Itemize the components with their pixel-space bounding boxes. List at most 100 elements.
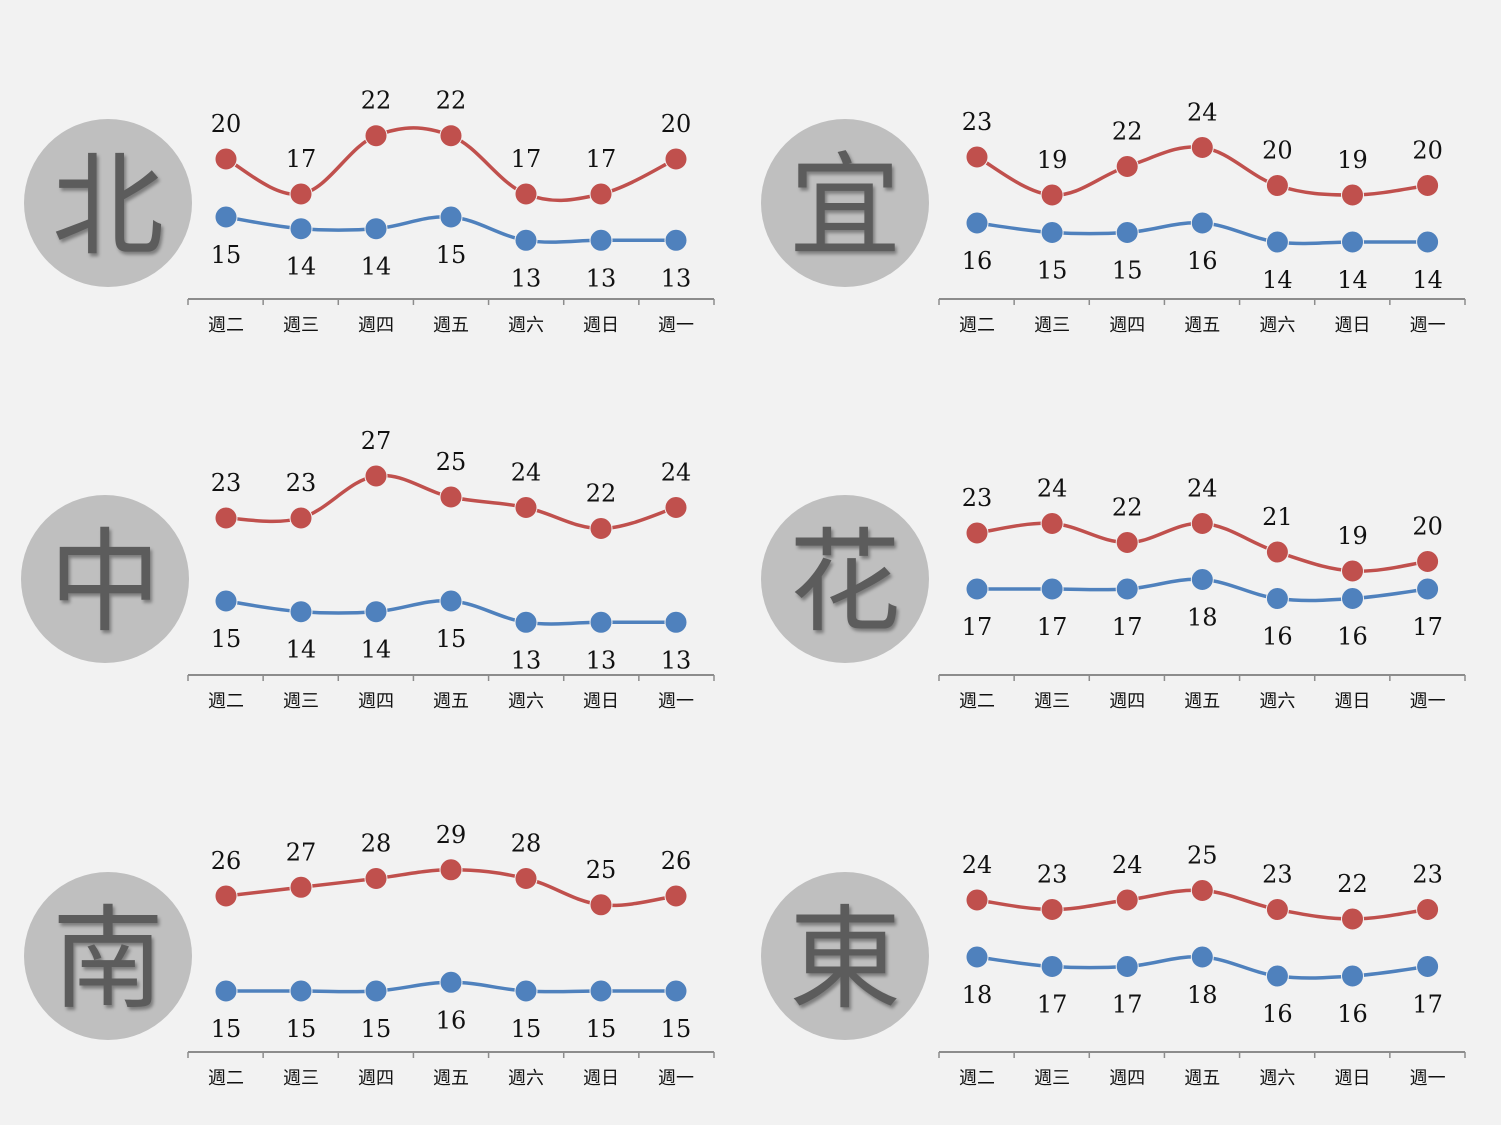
data-point xyxy=(1341,587,1364,610)
x-tick-label: 週三 xyxy=(1034,315,1070,336)
region-badge-label: 中 xyxy=(49,518,161,648)
data-point xyxy=(1115,155,1139,178)
data-label: 15 xyxy=(211,625,242,653)
data-point xyxy=(589,228,613,252)
x-tick-label: 週四 xyxy=(358,1068,394,1089)
data-point xyxy=(289,217,313,241)
data-label: 25 xyxy=(436,448,467,476)
x-tick-label: 週二 xyxy=(959,315,995,336)
data-point xyxy=(1341,230,1364,254)
data-point xyxy=(664,979,688,1003)
data-label: 16 xyxy=(436,1006,467,1034)
data-label: 15 xyxy=(436,625,467,653)
data-label: 24 xyxy=(661,459,692,487)
data-point xyxy=(1416,230,1440,254)
data-label: 23 xyxy=(1262,861,1293,889)
x-tick-label: 週五 xyxy=(1184,691,1220,712)
region-badge: 花 xyxy=(761,495,929,663)
data-label: 22 xyxy=(1112,494,1143,522)
chart-panel-yilan: 宜 週二 週三 週四 週五 週六 週日 週一 23 19 22 24 20 19 20 16 15 15 16 14… xyxy=(750,0,1500,375)
data-label: 15 xyxy=(211,241,242,269)
data-point xyxy=(214,589,238,613)
data-point xyxy=(1115,577,1139,601)
x-tick-label: 週五 xyxy=(433,691,469,712)
data-label: 15 xyxy=(1037,257,1068,285)
data-point xyxy=(664,147,688,171)
data-label: 17 xyxy=(586,145,617,173)
data-point xyxy=(214,147,238,171)
data-point xyxy=(214,205,238,229)
data-label: 19 xyxy=(1037,146,1068,174)
data-label: 20 xyxy=(1262,137,1293,165)
x-tick-label: 週四 xyxy=(1109,691,1145,712)
data-label: 16 xyxy=(1262,1000,1293,1028)
data-point xyxy=(1115,955,1139,978)
data-point xyxy=(1416,550,1440,573)
data-point xyxy=(1416,577,1440,601)
x-tick-label: 週四 xyxy=(1109,1068,1145,1089)
data-label: 13 xyxy=(511,646,542,674)
data-label: 23 xyxy=(1037,861,1068,889)
data-point xyxy=(364,867,388,890)
data-point xyxy=(589,517,613,540)
data-label: 21 xyxy=(1262,503,1293,531)
x-tick-label: 週三 xyxy=(283,691,319,712)
data-point xyxy=(289,979,313,1003)
data-label: 13 xyxy=(511,264,542,292)
data-point xyxy=(1265,174,1289,197)
x-tick-label: 週六 xyxy=(508,315,544,336)
data-point xyxy=(214,884,238,908)
data-label: 24 xyxy=(511,459,542,487)
data-point xyxy=(1190,512,1214,535)
data-point xyxy=(589,893,613,917)
region-badge-label: 北 xyxy=(52,142,164,272)
data-label: 20 xyxy=(1412,137,1443,165)
data-point xyxy=(439,124,463,148)
data-point xyxy=(965,945,989,969)
data-point xyxy=(1265,587,1289,610)
chart-panel-east: 東 週二 週三 週四 週五 週六 週日 週一 24 23 24 25 23 22 23 18 17 17 18 16… xyxy=(750,750,1500,1125)
data-label: 16 xyxy=(962,247,993,275)
region-badge: 北 xyxy=(24,119,192,287)
x-tick-label: 週三 xyxy=(1034,691,1070,712)
region-badge-label: 東 xyxy=(789,895,901,1025)
data-label: 25 xyxy=(1187,842,1218,870)
data-point xyxy=(1040,512,1064,535)
data-point xyxy=(1040,577,1064,601)
region-badge: 中 xyxy=(21,495,189,663)
x-tick-label: 週五 xyxy=(433,315,469,336)
data-label: 24 xyxy=(1112,851,1143,879)
data-label: 17 xyxy=(1037,991,1068,1019)
data-point xyxy=(1190,945,1214,969)
x-tick-label: 週三 xyxy=(283,315,319,336)
data-point xyxy=(439,205,463,229)
x-tick-label: 週五 xyxy=(1184,315,1220,336)
data-label: 17 xyxy=(962,613,993,641)
region-badge-label: 宜 xyxy=(789,142,901,272)
data-point xyxy=(289,600,313,624)
data-label: 28 xyxy=(511,830,542,858)
data-label: 23 xyxy=(286,469,317,497)
data-point xyxy=(589,979,613,1003)
data-point xyxy=(965,521,989,545)
data-label: 17 xyxy=(1112,991,1143,1019)
data-label: 14 xyxy=(1262,266,1293,294)
data-point xyxy=(965,888,989,912)
data-label: 20 xyxy=(661,110,692,138)
x-tick-label: 週一 xyxy=(1410,315,1446,336)
data-label: 17 xyxy=(1112,613,1143,641)
data-label: 17 xyxy=(1412,613,1443,641)
data-label: 14 xyxy=(361,253,392,281)
data-label: 22 xyxy=(586,480,617,508)
data-point xyxy=(1190,136,1214,159)
x-tick-label: 週四 xyxy=(358,691,394,712)
data-point xyxy=(1265,230,1289,254)
data-label: 24 xyxy=(1037,475,1068,503)
data-point xyxy=(289,182,313,206)
data-label: 18 xyxy=(962,981,993,1009)
data-point xyxy=(514,182,538,206)
data-point xyxy=(1265,898,1289,921)
data-label: 22 xyxy=(1337,870,1368,898)
line-chart: 週二 週三 週四 週五 週六 週日 週一 26 27 28 29 28 25 26 15 15 15 16 15 15… xyxy=(187,821,715,1089)
data-label: 15 xyxy=(586,1015,617,1043)
